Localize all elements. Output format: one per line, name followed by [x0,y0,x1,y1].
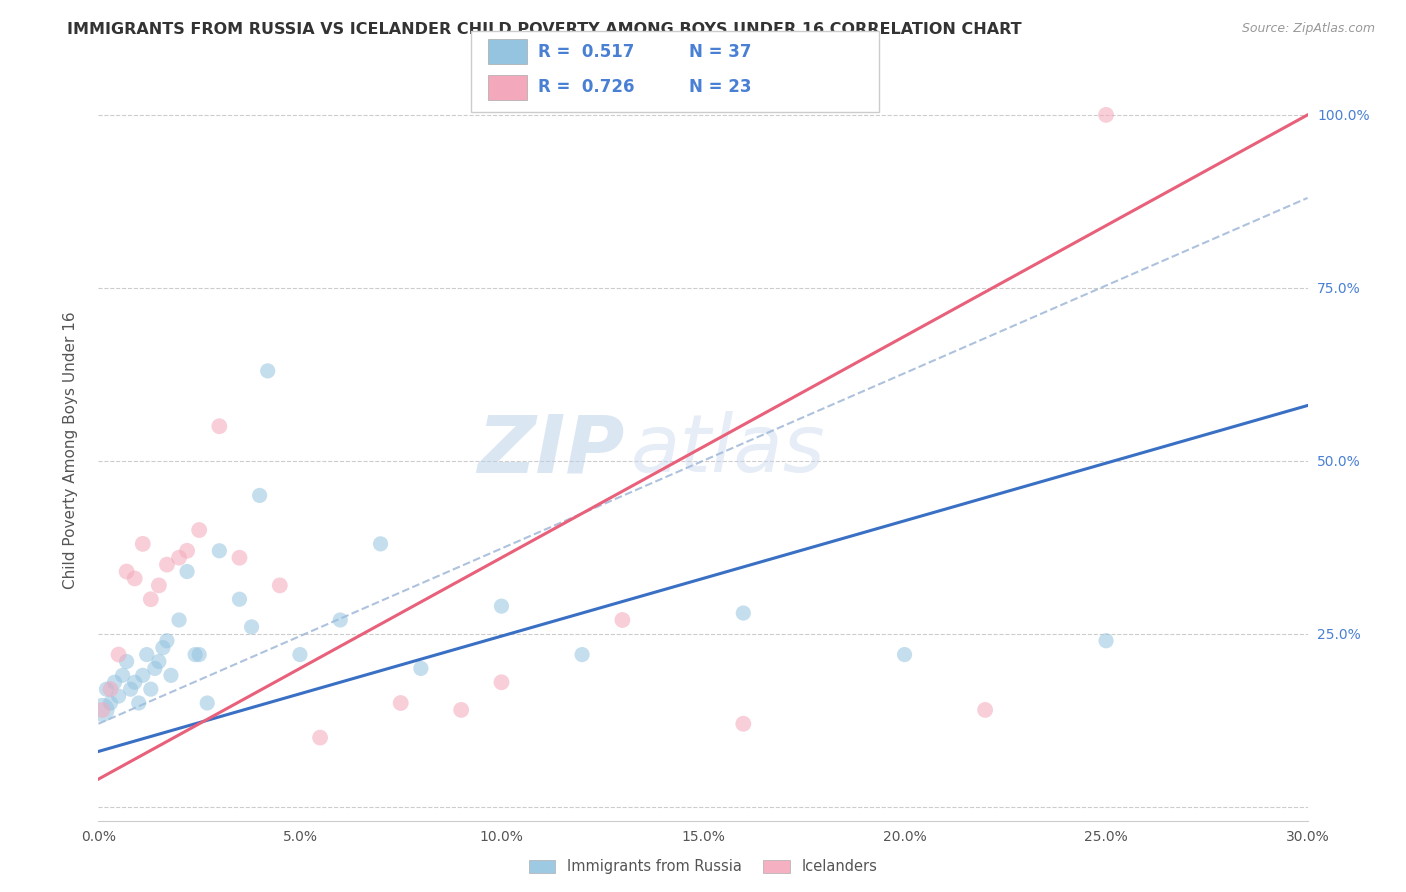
Point [132,537,155,551]
Point [571,648,593,662]
Point [100,682,122,697]
Point [1095,108,1118,122]
Point [208,419,231,434]
Point [370,537,392,551]
Point [167,613,190,627]
Point [409,661,432,675]
Point [91,703,114,717]
Point [1095,633,1118,648]
Point [124,572,146,586]
Point [111,668,134,682]
Point [188,648,211,662]
Point [329,613,352,627]
Point [208,543,231,558]
Legend: Immigrants from Russia, Icelanders: Immigrants from Russia, Icelanders [523,854,883,880]
Point [107,689,129,703]
Point [188,523,211,537]
Point [288,648,311,662]
Point [107,648,129,662]
Point [167,550,190,565]
Point [115,655,138,669]
Point [156,558,179,572]
Point [135,648,157,662]
Point [124,675,146,690]
Point [389,696,412,710]
Point [228,550,250,565]
Point [269,578,291,592]
Y-axis label: Child Poverty Among Boys Under 16: Child Poverty Among Boys Under 16 [63,311,77,590]
Point [120,682,142,697]
Text: R =  0.517: R = 0.517 [538,43,636,61]
Point [128,696,150,710]
Point [309,731,332,745]
Point [733,606,755,620]
Point [148,655,170,669]
Point [612,613,634,627]
Text: N = 37: N = 37 [689,43,751,61]
Text: R =  0.726: R = 0.726 [538,78,636,96]
Point [143,661,166,675]
Point [184,648,207,662]
Point [152,640,174,655]
Point [974,703,997,717]
Point [195,696,218,710]
Point [148,578,170,592]
Point [240,620,263,634]
Point [450,703,472,717]
Point [115,565,138,579]
Point [139,592,162,607]
Text: IMMIGRANTS FROM RUSSIA VS ICELANDER CHILD POVERTY AMONG BOYS UNDER 16 CORRELATIO: IMMIGRANTS FROM RUSSIA VS ICELANDER CHIL… [67,22,1022,37]
Text: atlas: atlas [630,411,825,490]
Point [96,682,118,697]
Point [176,565,198,579]
Point [491,599,513,614]
Text: Source: ZipAtlas.com: Source: ZipAtlas.com [1241,22,1375,36]
Point [139,682,162,697]
Point [733,716,755,731]
Point [160,668,183,682]
Point [491,675,513,690]
Point [132,668,155,682]
Point [103,675,125,690]
Text: N = 23: N = 23 [689,78,751,96]
Point [893,648,915,662]
Point [256,364,278,378]
Point [228,592,250,607]
Point [156,633,179,648]
Point [249,488,271,502]
Point [176,543,198,558]
Point [91,703,114,717]
Point [100,696,122,710]
Text: ZIP: ZIP [477,411,624,490]
